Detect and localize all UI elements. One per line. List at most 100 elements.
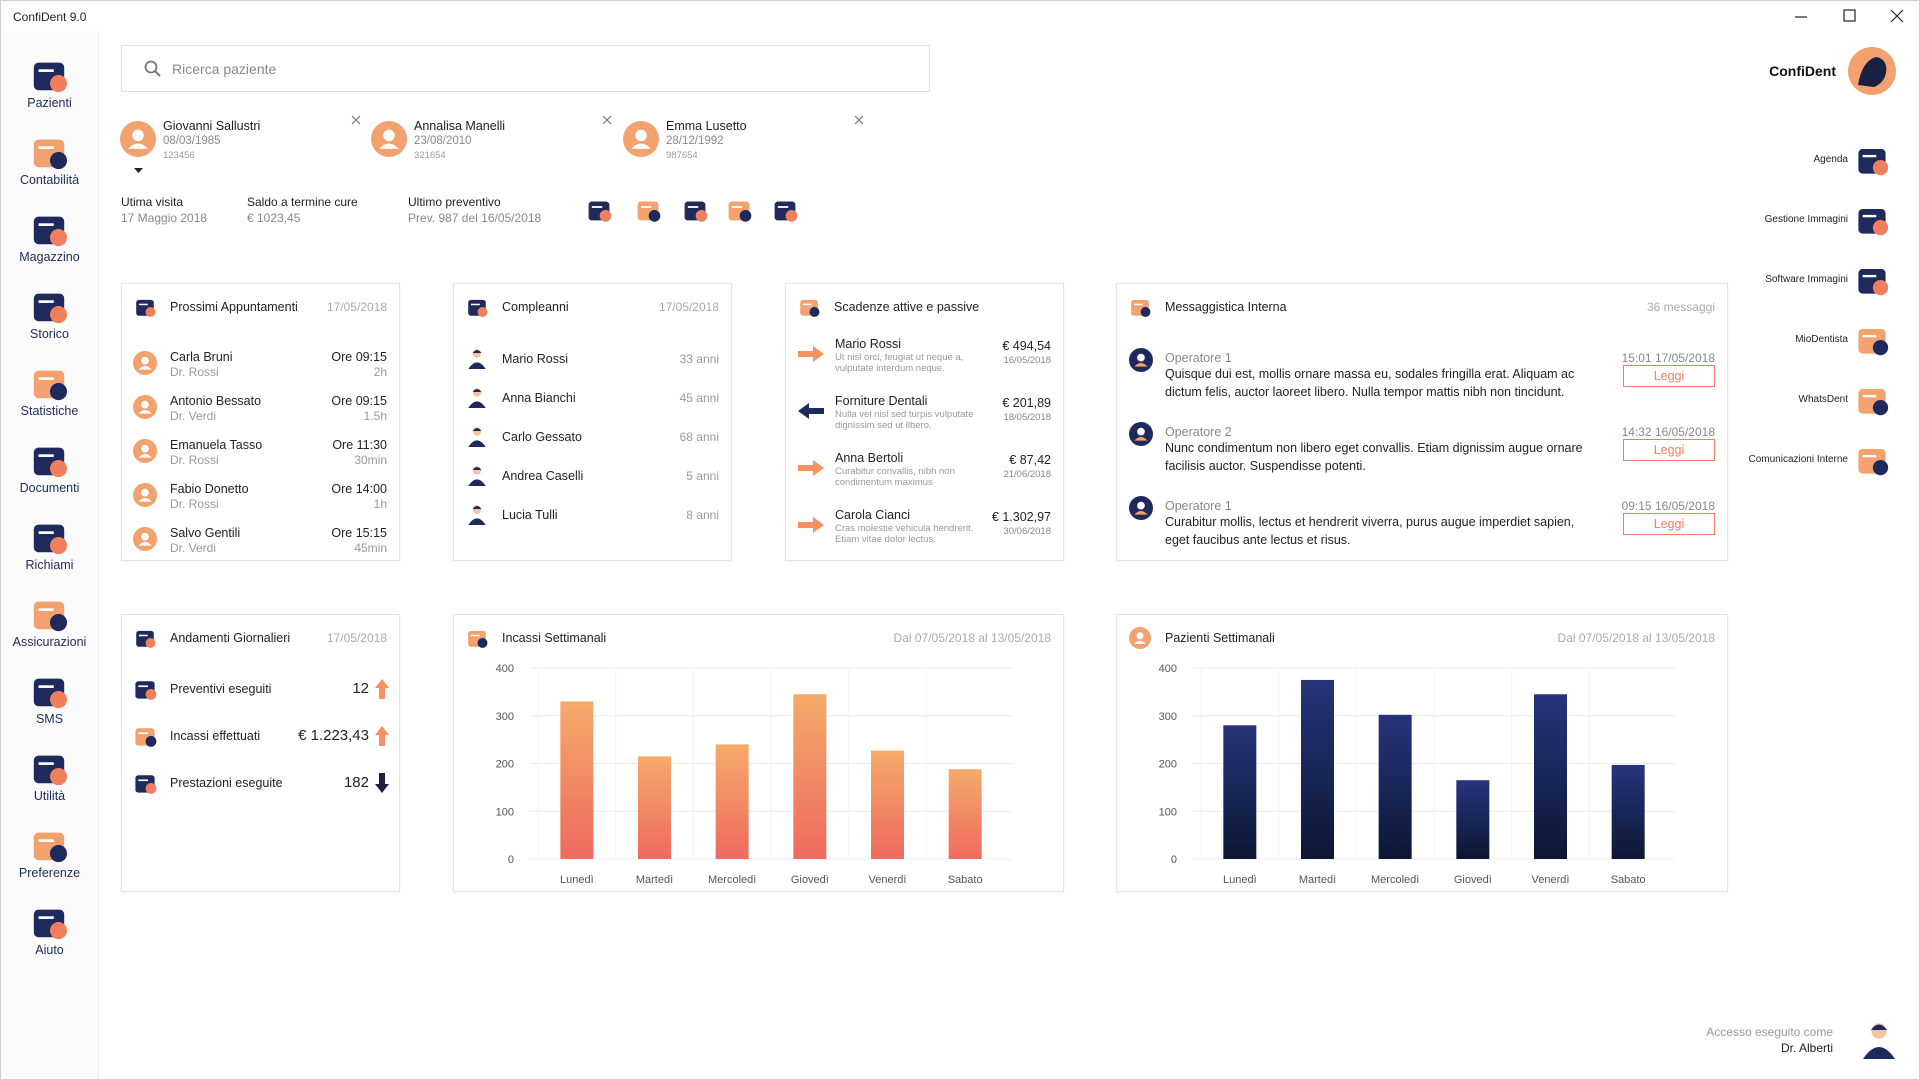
app-link[interactable]: Software Immagini (1701, 260, 1901, 300)
action-icon[interactable] (586, 197, 612, 223)
person-hair (1871, 1024, 1887, 1030)
sidebar-item[interactable]: SMS (1, 663, 98, 733)
sidebar-item[interactable]: Richiami (1, 509, 98, 579)
action-icon[interactable] (726, 197, 752, 223)
icon-accent (49, 537, 68, 555)
dropdown-caret[interactable] (134, 168, 143, 174)
patient-birth: 23/08/2010 (414, 135, 472, 147)
patient-tab[interactable]: Annalisa Manelli 23/08/2010 321654 (371, 113, 620, 169)
icon (1858, 268, 1889, 296)
sidebar-item[interactable]: Pazienti (1, 47, 98, 117)
icon-line (38, 608, 54, 611)
close-x (602, 115, 612, 125)
icon (468, 427, 486, 447)
sidebar-label: Contabilità (19, 173, 80, 187)
patient-name: Salvo Gentili (170, 526, 241, 540)
card-title: Scadenze attive e passive (834, 300, 980, 314)
icon (133, 439, 157, 463)
x-tick-label: Mercoledì (1371, 874, 1419, 886)
icon (135, 681, 157, 700)
icon (33, 370, 68, 401)
icon-accent (49, 306, 68, 324)
app-link[interactable]: MioDentista (1701, 320, 1901, 360)
person-body (468, 479, 486, 486)
person-body (468, 518, 486, 525)
sidebar-item[interactable]: Magazzino (1, 201, 98, 271)
window-controls[interactable] (1779, 1, 1919, 31)
app-link[interactable]: Comunicazioni Interne (1701, 440, 1901, 480)
action-icon[interactable] (635, 197, 661, 223)
duration: 1h (373, 497, 387, 511)
close-tab[interactable] (602, 115, 612, 125)
icon (135, 775, 157, 794)
icon-accent (49, 229, 68, 247)
icon (133, 395, 157, 419)
icon (371, 121, 407, 157)
sidebar-item[interactable]: Documenti (1, 432, 98, 502)
x-tick-label: Venerdì (1532, 874, 1570, 886)
handle (154, 70, 161, 77)
icon (623, 121, 659, 157)
icon-accent (49, 691, 68, 709)
sidebar-item[interactable]: Preferenze (1, 817, 98, 887)
icon-accent (739, 210, 752, 222)
read-button[interactable]: Leggi (1623, 365, 1715, 387)
close-tab[interactable] (351, 115, 361, 125)
doctor: Dr. Rossi (170, 365, 219, 379)
close[interactable] (1890, 9, 1904, 23)
close-x (854, 115, 864, 125)
icon-accent (785, 210, 798, 222)
close-tab[interactable] (854, 115, 864, 125)
icon-line (38, 223, 54, 226)
icon-line (802, 303, 812, 306)
read-button[interactable]: Leggi (1623, 439, 1715, 461)
action-icon[interactable] (682, 197, 708, 223)
read-button[interactable]: Leggi (1623, 513, 1715, 535)
age: 5 anni (686, 469, 719, 483)
sidebar-item[interactable]: Assicurazioni (1, 586, 98, 656)
card-title: Compleanni (502, 300, 569, 314)
maximize[interactable] (1843, 9, 1856, 22)
sidebar-item[interactable]: Contabilità (1, 124, 98, 194)
bar (1378, 714, 1412, 859)
direction-arrow (798, 517, 824, 533)
op-head (1137, 353, 1145, 362)
app-link[interactable]: Gestione Immagini (1701, 200, 1901, 240)
icon-line (1862, 334, 1877, 338)
icon (33, 62, 68, 93)
sidebar-item[interactable]: Aiuto (1, 894, 98, 964)
sidebar-label: Pazienti (27, 96, 72, 110)
sidebar-item[interactable]: Storico (1, 278, 98, 348)
sidebar-label: Assicurazioni (12, 635, 87, 649)
chart-card: Incassi Settimanali Dal 07/05/2018 al 13/… (453, 614, 1064, 892)
icon (468, 349, 486, 369)
avatar-body (1133, 640, 1147, 645)
patient-tab[interactable]: Giovanni Sallustri 08/03/1985 123456 (120, 113, 369, 169)
person-hair (472, 506, 482, 510)
duration: 2h (373, 365, 387, 379)
app-link[interactable]: Agenda (1701, 140, 1901, 180)
icon-accent (49, 614, 68, 632)
sidebar-item[interactable]: Utilità (1, 740, 98, 810)
direction-arrow (798, 346, 824, 362)
x-tick-label: Sabato (948, 874, 983, 886)
icon (468, 630, 488, 648)
icon-accent (49, 845, 68, 863)
patient-name: Giovanni Sallustri (163, 119, 261, 133)
app-link[interactable]: WhatsDent (1701, 380, 1901, 420)
card-title: Andamenti Giornalieri (170, 631, 291, 645)
sidebar-item[interactable]: Statistiche (1, 355, 98, 425)
sidebar-label: Aiuto (35, 943, 64, 957)
icon-line (777, 206, 789, 208)
duration: 1.5h (363, 409, 387, 423)
date: 21/06/2018 (1003, 469, 1051, 480)
op-body (1134, 363, 1148, 367)
icon (33, 447, 68, 478)
avatar-body (138, 454, 152, 458)
chart-subtitle: Dal 07/05/2018 al 13/05/2018 (893, 631, 1051, 645)
icon (133, 483, 157, 507)
patient-tab[interactable]: Emma Lusetto 28/12/1992 987654 (623, 113, 872, 169)
icon-line (687, 206, 699, 208)
action-icon[interactable] (772, 197, 798, 223)
search-box[interactable]: Ricerca paziente (121, 45, 930, 92)
